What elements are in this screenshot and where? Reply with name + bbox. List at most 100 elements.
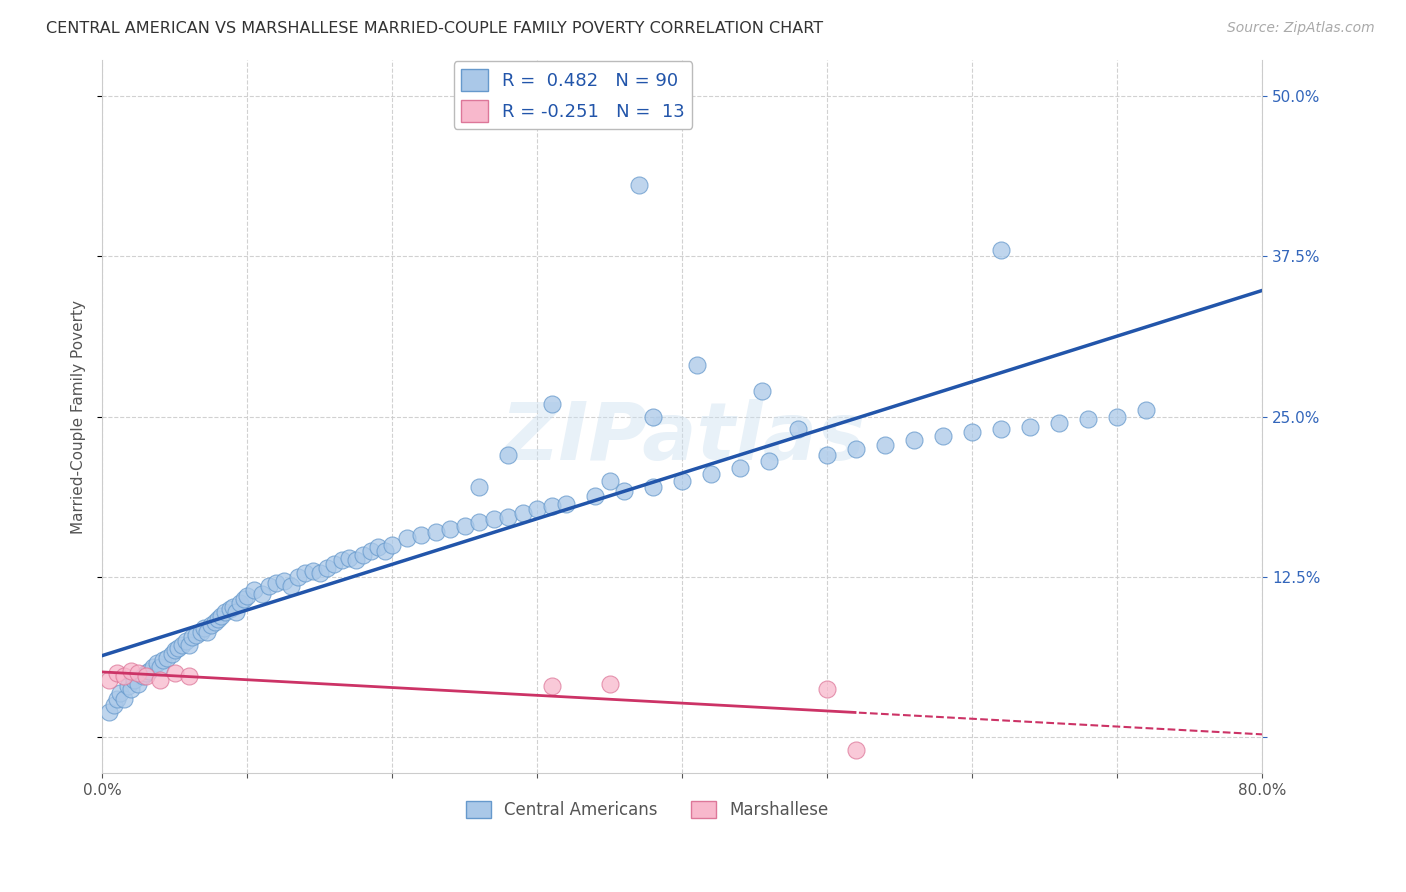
Point	[117, 679, 139, 693]
Point	[179, 669, 201, 683]
Point	[186, 628, 208, 642]
Point	[1049, 416, 1071, 430]
Point	[498, 509, 520, 524]
Point	[108, 685, 131, 699]
Point	[142, 660, 165, 674]
Point	[643, 409, 665, 424]
Point	[149, 660, 172, 674]
Point	[498, 448, 520, 462]
Point	[643, 480, 665, 494]
Point	[160, 647, 183, 661]
Point	[599, 474, 621, 488]
Text: Source: ZipAtlas.com: Source: ZipAtlas.com	[1227, 21, 1375, 35]
Point	[257, 579, 280, 593]
Point	[360, 544, 382, 558]
Point	[613, 483, 636, 498]
Point	[439, 523, 461, 537]
Point	[218, 602, 240, 616]
Point	[132, 669, 155, 683]
Point	[287, 570, 309, 584]
Point	[222, 599, 245, 614]
Point	[105, 666, 128, 681]
Point	[264, 576, 287, 591]
Point	[250, 587, 273, 601]
Point	[190, 625, 212, 640]
Point	[758, 454, 780, 468]
Point	[932, 429, 955, 443]
Point	[411, 527, 433, 541]
Point	[112, 692, 135, 706]
Point	[193, 621, 215, 635]
Point	[209, 608, 232, 623]
Point	[152, 653, 174, 667]
Point	[280, 579, 302, 593]
Point	[273, 574, 295, 588]
Point	[482, 512, 505, 526]
Point	[233, 591, 256, 606]
Point	[120, 664, 142, 678]
Point	[990, 422, 1012, 436]
Text: CENTRAL AMERICAN VS MARSHALLESE MARRIED-COUPLE FAMILY POVERTY CORRELATION CHART: CENTRAL AMERICAN VS MARSHALLESE MARRIED-…	[46, 21, 824, 36]
Point	[540, 500, 562, 514]
Point	[243, 582, 266, 597]
Point	[367, 541, 389, 555]
Point	[179, 638, 201, 652]
Point	[301, 564, 323, 578]
Point	[149, 673, 172, 687]
Point	[105, 692, 128, 706]
Point	[903, 433, 925, 447]
Point	[337, 550, 360, 565]
Point	[815, 448, 838, 462]
Point	[352, 548, 374, 562]
Point	[122, 673, 145, 687]
Point	[200, 617, 222, 632]
Y-axis label: Married-Couple Family Poverty: Married-Couple Family Poverty	[72, 300, 86, 533]
Point	[225, 605, 247, 619]
Point	[751, 384, 773, 398]
Point	[344, 553, 367, 567]
Point	[395, 532, 418, 546]
Point	[454, 518, 477, 533]
Point	[229, 596, 252, 610]
Point	[103, 698, 125, 713]
Point	[962, 425, 984, 439]
Point	[583, 489, 606, 503]
Point	[166, 640, 188, 655]
Point	[135, 669, 157, 683]
Point	[98, 705, 121, 719]
Point	[163, 643, 186, 657]
Point	[671, 474, 693, 488]
Point	[845, 442, 868, 456]
Point	[1135, 403, 1157, 417]
Point	[990, 243, 1012, 257]
Point	[875, 438, 897, 452]
Point	[425, 524, 447, 539]
Point	[135, 666, 157, 681]
Point	[138, 664, 160, 678]
Point	[207, 612, 229, 626]
Point	[540, 397, 562, 411]
Point	[127, 676, 149, 690]
Point	[540, 679, 562, 693]
Point	[98, 673, 121, 687]
Point	[214, 605, 236, 619]
Point	[294, 566, 316, 581]
Point	[845, 743, 868, 757]
Point	[815, 681, 838, 696]
Point	[170, 638, 193, 652]
Point	[381, 538, 404, 552]
Point	[512, 506, 534, 520]
Point	[730, 461, 752, 475]
Point	[627, 178, 650, 193]
Point	[146, 656, 169, 670]
Point	[787, 422, 810, 436]
Point	[468, 515, 491, 529]
Point	[1107, 409, 1129, 424]
Point	[181, 631, 204, 645]
Point	[204, 615, 226, 629]
Point	[112, 669, 135, 683]
Point	[308, 566, 330, 581]
Point	[316, 561, 339, 575]
Point	[526, 502, 548, 516]
Point	[330, 553, 353, 567]
